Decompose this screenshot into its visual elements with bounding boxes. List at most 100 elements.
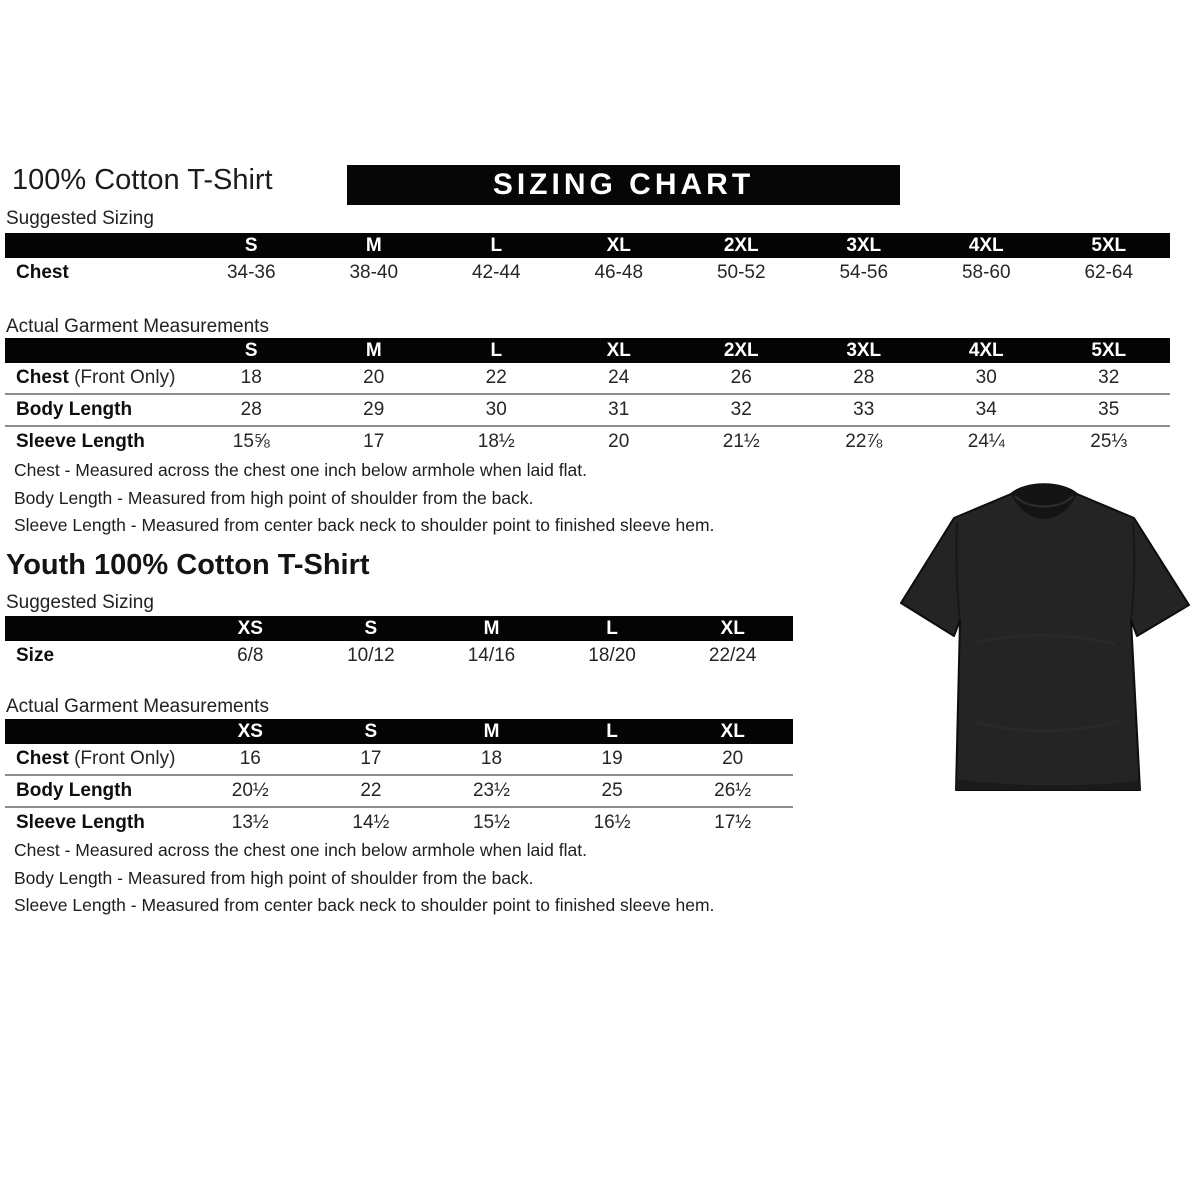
table-row: Body Length 20½ 22 23½ 25 26½ — [5, 774, 793, 806]
size-column-header: S — [244, 234, 258, 256]
value-cell: 14/16 — [467, 645, 516, 666]
value-cell: 17½ — [714, 812, 752, 833]
row-label-suffix: (Front Only) — [68, 748, 176, 769]
value-cell: 28 — [240, 399, 262, 420]
note-body-length: Body Length - Measured from high point o… — [14, 487, 534, 508]
size-column-header: 5XL — [1091, 339, 1127, 361]
value-cell: 25⅓ — [1090, 431, 1128, 452]
youth-actual-measurements-label: Actual Garment Measurements — [6, 696, 269, 717]
row-label-sleeve-length: Sleeve Length — [16, 431, 145, 452]
youth-section-title: Youth 100% Cotton T-Shirt — [6, 549, 370, 581]
row-label-sleeve-length: Sleeve Length — [16, 812, 145, 833]
value-cell: 16½ — [593, 812, 631, 833]
note-chest: Chest - Measured across the chest one in… — [14, 840, 587, 860]
row-label-chest-front-only: Chest (Front Only) — [5, 748, 190, 770]
value-cell: 19 — [601, 748, 623, 769]
value-cell: 54-56 — [839, 262, 889, 283]
youth-actual-measurements-table: XS S M L XL Chest (Front Only) 16 17 18 … — [5, 719, 793, 838]
value-cell: 20 — [608, 431, 630, 452]
note-chest: Chest - Measured across the chest one in… — [14, 460, 587, 480]
row-label-chest-front-only: Chest (Front Only) — [5, 367, 190, 389]
size-column-header: XS — [237, 617, 263, 639]
value-cell: 35 — [1098, 399, 1120, 420]
value-cell: 13½ — [231, 812, 269, 833]
row-label-chest: Chest — [16, 262, 69, 283]
value-cell: 30 — [485, 399, 507, 420]
value-cell: 33 — [853, 399, 875, 420]
size-column-header: S — [244, 339, 258, 361]
size-column-header: S — [364, 617, 378, 639]
size-column-header: XL — [720, 617, 745, 639]
value-cell: 21½ — [722, 431, 760, 452]
size-column-header: 2XL — [723, 339, 759, 361]
value-cell: 34 — [975, 399, 997, 420]
value-cell: 26½ — [714, 780, 752, 801]
row-label-body-length: Body Length — [16, 780, 133, 801]
adult-actual-measurements-table: S M L XL 2XL 3XL 4XL 5XL Chest (Front On… — [5, 338, 1170, 457]
size-column-header: 4XL — [968, 339, 1004, 361]
value-cell: 42-44 — [471, 262, 521, 283]
size-column-header: M — [483, 617, 500, 639]
size-column-header: 2XL — [723, 234, 759, 256]
sizing-chart-banner-text: SIZING CHART — [492, 168, 755, 201]
youth-suggested-sizing-label: Suggested Sizing — [6, 592, 154, 613]
value-cell: 6/8 — [237, 645, 264, 666]
value-cell: 22/24 — [708, 645, 757, 666]
value-cell: 32 — [730, 399, 752, 420]
value-cell: 24¼ — [967, 431, 1005, 452]
value-cell: 32 — [1098, 367, 1120, 388]
table-header-row: S M L XL 2XL 3XL 4XL 5XL — [5, 338, 1170, 363]
value-cell: 46-48 — [594, 262, 644, 283]
value-cell: 10/12 — [347, 645, 395, 666]
table-header-row: S M L XL 2XL 3XL 4XL 5XL — [5, 233, 1170, 258]
value-cell: 22⅞ — [845, 431, 883, 452]
tshirt-photo — [893, 472, 1195, 814]
table-row: Sleeve Length 15⅝ 17 18½ 20 21½ 22⅞ 24¼ … — [5, 425, 1170, 457]
value-cell: 18 — [480, 748, 503, 769]
value-cell: 18 — [240, 367, 262, 388]
size-column-header: L — [606, 720, 618, 742]
size-column-header: 4XL — [968, 234, 1004, 256]
table-row: Body Length 28 29 30 31 32 33 34 35 — [5, 393, 1170, 425]
youth-measurement-notes: Chest - Measured across the chest one in… — [14, 841, 714, 924]
value-cell: 15⅝ — [232, 431, 270, 452]
value-cell: 20 — [722, 748, 744, 769]
value-cell: 29 — [363, 399, 385, 420]
note-sleeve-length: Sleeve Length - Measured from center bac… — [14, 895, 715, 915]
size-column-header: XS — [237, 720, 263, 742]
row-label-body-length: Body Length — [16, 399, 133, 420]
value-cell: 20½ — [231, 780, 269, 801]
size-column-header: 5XL — [1091, 234, 1127, 256]
size-column-header: M — [365, 234, 382, 256]
tshirt-image — [900, 483, 1190, 791]
adult-measurement-notes: Chest - Measured across the chest one in… — [14, 461, 714, 544]
adult-suggested-sizing-label: Suggested Sizing — [6, 208, 154, 229]
size-column-header: XL — [606, 234, 631, 256]
note-sleeve-length: Sleeve Length - Measured from center bac… — [14, 515, 715, 535]
table-row: Size 6/8 10/12 14/16 18/20 22/24 — [5, 641, 793, 671]
value-cell: 23½ — [472, 780, 510, 801]
value-cell: 30 — [975, 367, 997, 388]
size-column-header: XL — [720, 720, 745, 742]
size-column-header: S — [364, 720, 378, 742]
row-label-size: Size — [16, 645, 55, 666]
size-column-header: L — [490, 339, 503, 361]
value-cell: 16 — [239, 748, 261, 769]
adult-actual-measurements-label: Actual Garment Measurements — [6, 316, 269, 337]
adult-suggested-sizing-table: S M L XL 2XL 3XL 4XL 5XL Chest 34-36 38-… — [5, 233, 1170, 288]
value-cell: 28 — [853, 367, 875, 388]
value-cell: 31 — [608, 399, 630, 420]
row-label-bold: Chest — [16, 748, 69, 769]
value-cell: 26 — [730, 367, 752, 388]
size-column-header: L — [490, 234, 503, 256]
value-cell: 18/20 — [588, 645, 636, 666]
value-cell: 22 — [360, 780, 382, 801]
sizing-chart-banner: SIZING CHART — [347, 165, 900, 205]
value-cell: 50-52 — [716, 262, 766, 283]
row-label-suffix: (Front Only) — [68, 367, 176, 388]
size-column-header: 3XL — [846, 234, 882, 256]
value-cell: 15½ — [472, 812, 510, 833]
table-row: Chest (Front Only) 16 17 18 19 20 — [5, 744, 793, 774]
size-column-header: M — [365, 339, 382, 361]
